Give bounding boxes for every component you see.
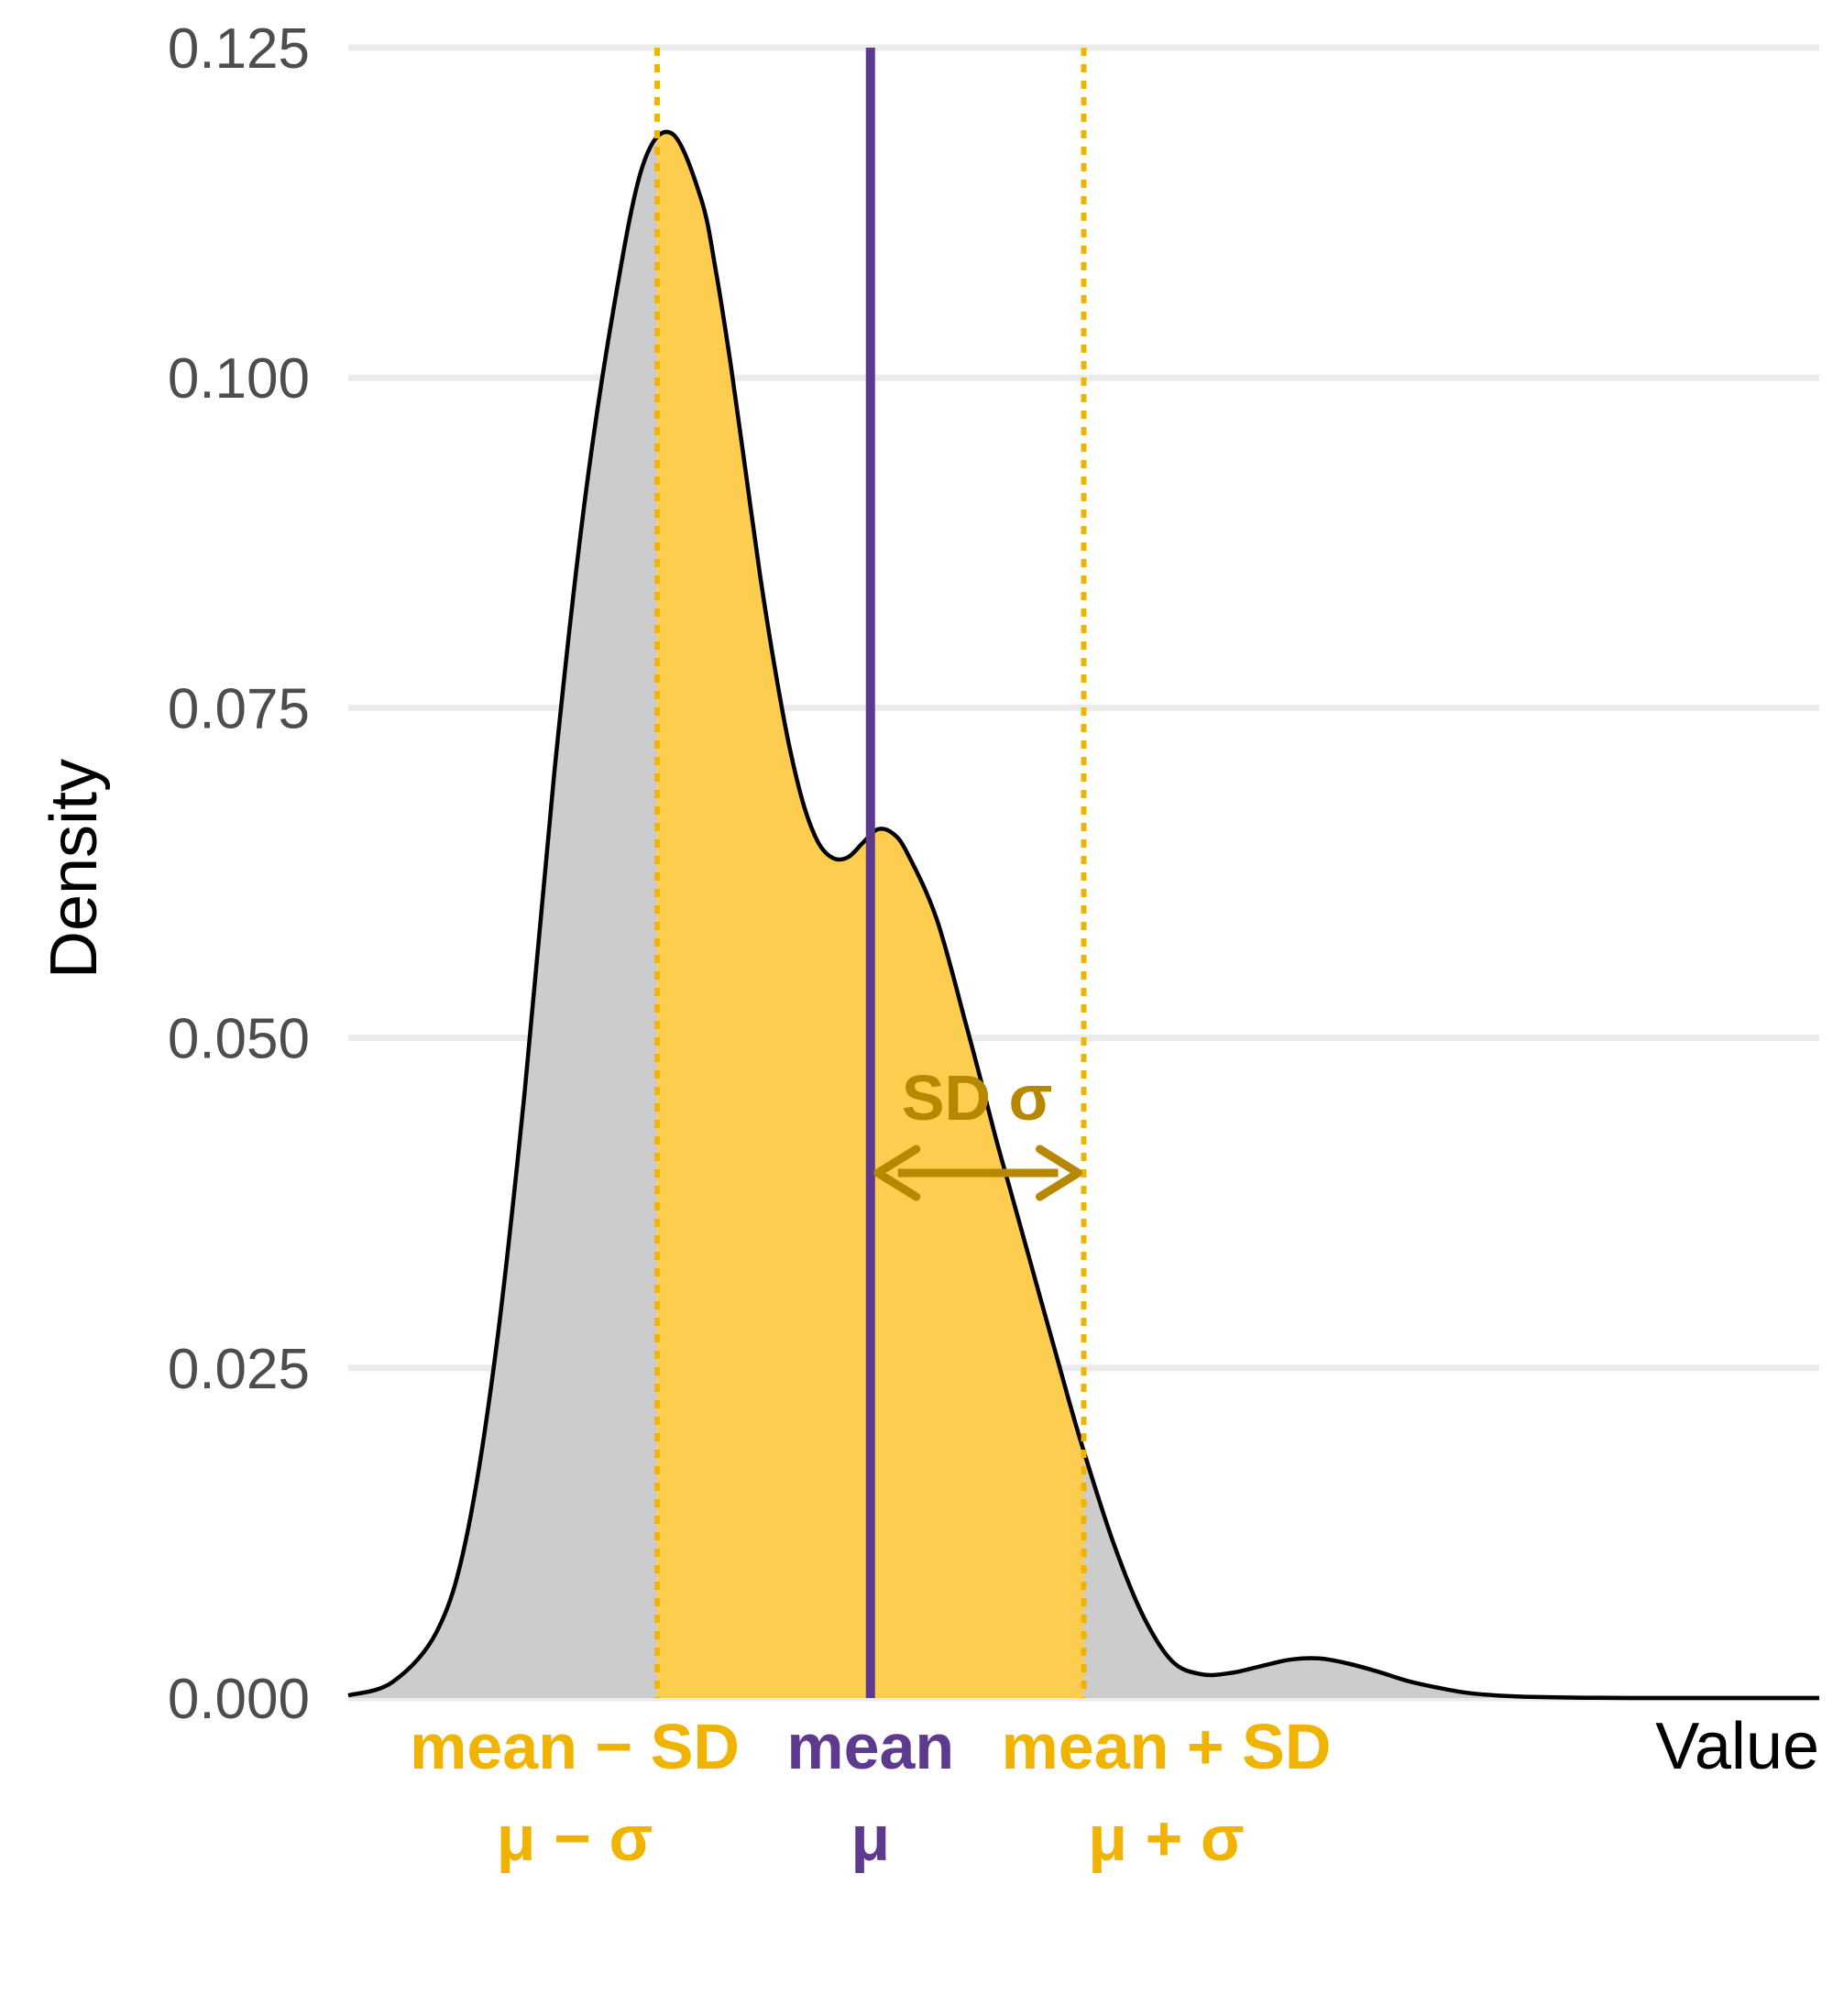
density-curve-line: [347, 129, 1819, 1701]
x-marker-label: mean: [786, 1711, 954, 1782]
y-axis-title: Density: [38, 759, 111, 979]
mean-sd-markers: SD σ mean − SD μ − σ mean μ mean + SD μ + σ: [410, 48, 1331, 1874]
sd-annotation-label: SD σ: [902, 1062, 1053, 1134]
y-tick-label: 0.125: [168, 17, 310, 81]
x-axis-title: Value: [1655, 1710, 1819, 1783]
y-tick-label: 0.050: [168, 1008, 310, 1071]
x-marker-label: mean + SD: [1002, 1711, 1332, 1782]
y-tick-label: 0.100: [168, 347, 310, 411]
y-tick-label: 0.000: [168, 1668, 310, 1731]
y-tick-label: 0.025: [168, 1338, 310, 1401]
sd-arrowhead-left: [873, 1145, 921, 1201]
x-marker-symbol: μ: [851, 1802, 890, 1874]
x-marker-symbol: μ + σ: [1088, 1802, 1245, 1874]
x-marker-label: mean − SD: [410, 1711, 740, 1782]
y-axis-ticks: 0.000 0.025 0.050 0.075 0.100 0.125: [168, 17, 310, 1731]
x-marker-symbol: μ − σ: [497, 1802, 653, 1874]
y-tick-label: 0.075: [168, 677, 310, 740]
sd-arrowhead-right: [1036, 1145, 1082, 1201]
